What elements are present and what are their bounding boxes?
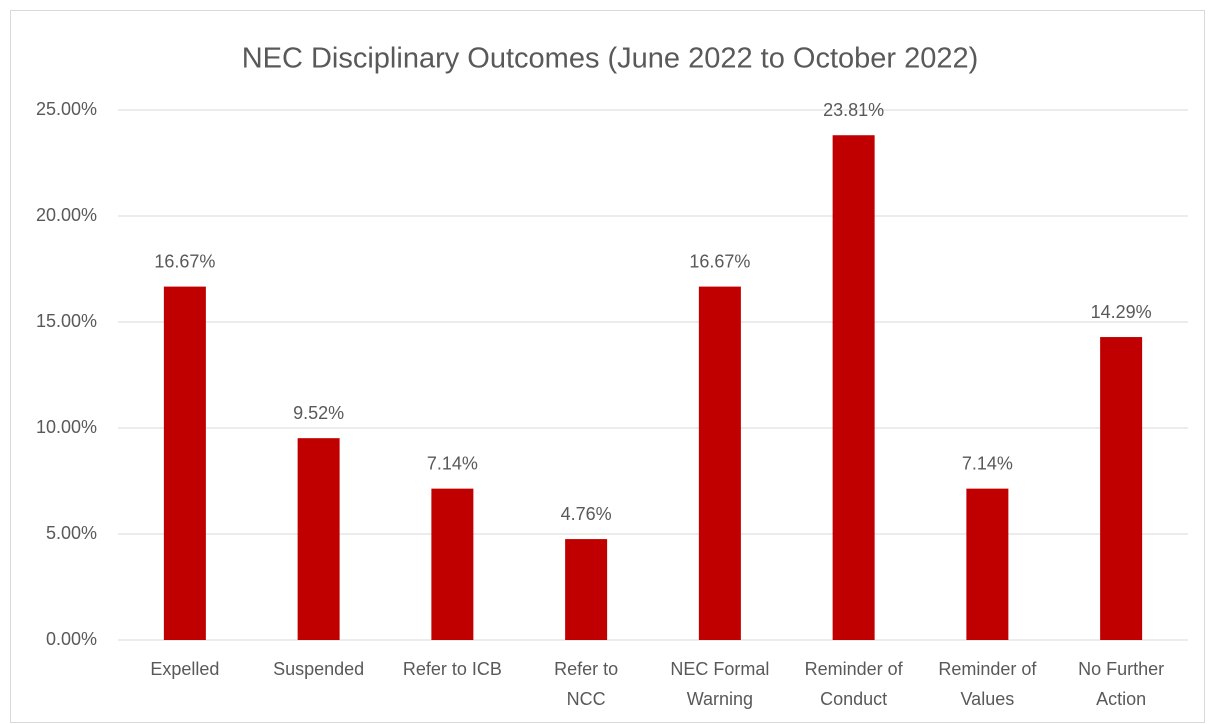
x-tick-label: No Further Action — [1078, 659, 1165, 709]
data-label: 7.14% — [962, 453, 1013, 473]
y-tick-label: 10.00% — [36, 417, 97, 437]
data-label: 16.67% — [154, 251, 215, 271]
x-tick-label: Suspended — [273, 659, 365, 679]
data-label: 14.29% — [1091, 302, 1152, 322]
data-label: 16.67% — [689, 251, 750, 271]
bar — [1100, 337, 1143, 640]
x-tick-label: Refer to NCC — [554, 659, 619, 709]
x-tick-label: Reminder of Conduct — [804, 659, 903, 709]
bar — [832, 135, 875, 640]
chart-title: NEC Disciplinary Outcomes (June 2022 to … — [242, 43, 979, 75]
data-label: 4.76% — [561, 504, 612, 524]
data-label: 7.14% — [427, 453, 478, 473]
y-tick-label: 25.00% — [36, 99, 97, 119]
y-tick-label: 0.00% — [46, 629, 97, 649]
bar — [431, 488, 474, 640]
chart-border — [10, 10, 1205, 723]
x-tick-label: Expelled — [150, 659, 220, 679]
x-tick-label: Reminder of Values — [938, 659, 1037, 709]
data-label: 23.81% — [823, 100, 884, 120]
bar — [565, 539, 608, 640]
bar — [297, 438, 340, 640]
x-tick-label: Refer to ICB — [402, 659, 502, 679]
bar — [698, 286, 741, 640]
y-tick-label: 20.00% — [36, 205, 97, 225]
y-tick-label: 5.00% — [46, 523, 97, 543]
y-tick-label: 15.00% — [36, 311, 97, 331]
bar — [966, 488, 1009, 640]
bar — [163, 286, 206, 640]
x-tick-label: NEC Formal Warning — [670, 659, 770, 709]
data-label: 9.52% — [293, 403, 344, 423]
